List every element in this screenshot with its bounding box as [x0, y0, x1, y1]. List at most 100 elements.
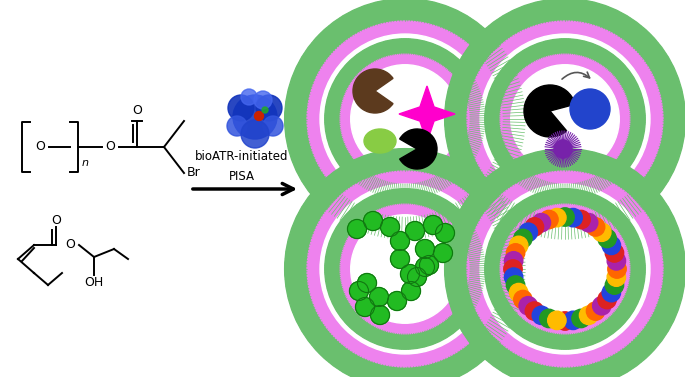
Circle shape: [390, 250, 410, 268]
Circle shape: [598, 229, 616, 248]
Circle shape: [285, 149, 525, 377]
Wedge shape: [353, 69, 393, 113]
Circle shape: [255, 112, 264, 121]
Circle shape: [532, 306, 551, 325]
Circle shape: [607, 268, 625, 287]
Circle shape: [340, 204, 470, 334]
Circle shape: [506, 276, 525, 294]
Circle shape: [480, 34, 650, 204]
Text: bioATR-initiated: bioATR-initiated: [195, 150, 289, 164]
Circle shape: [307, 21, 503, 217]
Circle shape: [500, 54, 630, 184]
Circle shape: [593, 297, 611, 315]
Circle shape: [525, 218, 544, 236]
Circle shape: [351, 215, 459, 323]
Circle shape: [356, 297, 375, 317]
Circle shape: [504, 268, 523, 287]
Text: Br: Br: [187, 167, 201, 179]
Circle shape: [263, 116, 283, 136]
Circle shape: [586, 302, 605, 320]
Circle shape: [506, 244, 525, 262]
Circle shape: [233, 95, 277, 139]
Circle shape: [570, 89, 610, 129]
Text: O: O: [35, 141, 45, 153]
Circle shape: [307, 171, 503, 367]
Circle shape: [467, 171, 663, 367]
Circle shape: [340, 54, 470, 184]
Circle shape: [580, 306, 598, 325]
Circle shape: [390, 231, 410, 250]
Ellipse shape: [364, 129, 396, 153]
Circle shape: [548, 311, 566, 329]
Circle shape: [401, 282, 421, 300]
Circle shape: [419, 256, 438, 274]
Circle shape: [586, 218, 605, 236]
Circle shape: [572, 309, 590, 328]
FancyArrowPatch shape: [562, 72, 590, 79]
Circle shape: [519, 297, 538, 315]
Circle shape: [556, 208, 574, 226]
Circle shape: [532, 213, 551, 232]
Circle shape: [358, 273, 377, 293]
Circle shape: [434, 244, 453, 262]
Circle shape: [371, 305, 390, 325]
Circle shape: [349, 282, 369, 300]
Text: O: O: [132, 104, 142, 118]
Circle shape: [510, 284, 528, 302]
Circle shape: [602, 236, 621, 254]
Circle shape: [540, 210, 558, 229]
Circle shape: [525, 302, 544, 320]
Circle shape: [320, 34, 490, 204]
Circle shape: [514, 290, 532, 309]
Circle shape: [607, 252, 625, 270]
Wedge shape: [399, 129, 437, 169]
Circle shape: [436, 224, 455, 242]
Circle shape: [606, 244, 623, 262]
Circle shape: [254, 91, 272, 109]
Circle shape: [593, 223, 611, 241]
Circle shape: [606, 276, 623, 294]
Circle shape: [504, 252, 523, 270]
Circle shape: [608, 260, 626, 278]
Polygon shape: [399, 86, 455, 142]
Circle shape: [347, 219, 366, 239]
Circle shape: [228, 95, 254, 121]
Text: O: O: [105, 141, 115, 153]
Text: PISA: PISA: [229, 170, 255, 184]
Circle shape: [564, 208, 582, 227]
Circle shape: [369, 288, 388, 307]
Circle shape: [503, 260, 522, 278]
Circle shape: [500, 204, 630, 334]
Circle shape: [285, 0, 525, 239]
Circle shape: [602, 284, 621, 302]
Circle shape: [364, 211, 382, 230]
Circle shape: [580, 213, 598, 232]
Circle shape: [511, 215, 619, 323]
Circle shape: [325, 189, 485, 349]
Circle shape: [572, 210, 590, 229]
Circle shape: [401, 265, 419, 284]
Circle shape: [445, 149, 685, 377]
Circle shape: [408, 268, 427, 287]
Circle shape: [598, 290, 616, 309]
Circle shape: [519, 223, 538, 241]
Circle shape: [380, 218, 399, 236]
Circle shape: [548, 208, 566, 227]
Circle shape: [416, 239, 434, 259]
Circle shape: [554, 140, 572, 158]
Circle shape: [406, 222, 425, 241]
Circle shape: [262, 107, 268, 113]
Circle shape: [423, 216, 443, 234]
Circle shape: [540, 309, 558, 328]
Text: OH: OH: [84, 276, 103, 288]
Circle shape: [467, 21, 663, 217]
Text: O: O: [65, 239, 75, 251]
Text: n: n: [82, 158, 89, 168]
Circle shape: [485, 39, 645, 199]
Circle shape: [511, 65, 619, 173]
Circle shape: [388, 291, 406, 311]
Circle shape: [325, 39, 485, 199]
Circle shape: [320, 184, 490, 354]
Circle shape: [485, 189, 645, 349]
Circle shape: [416, 257, 434, 276]
